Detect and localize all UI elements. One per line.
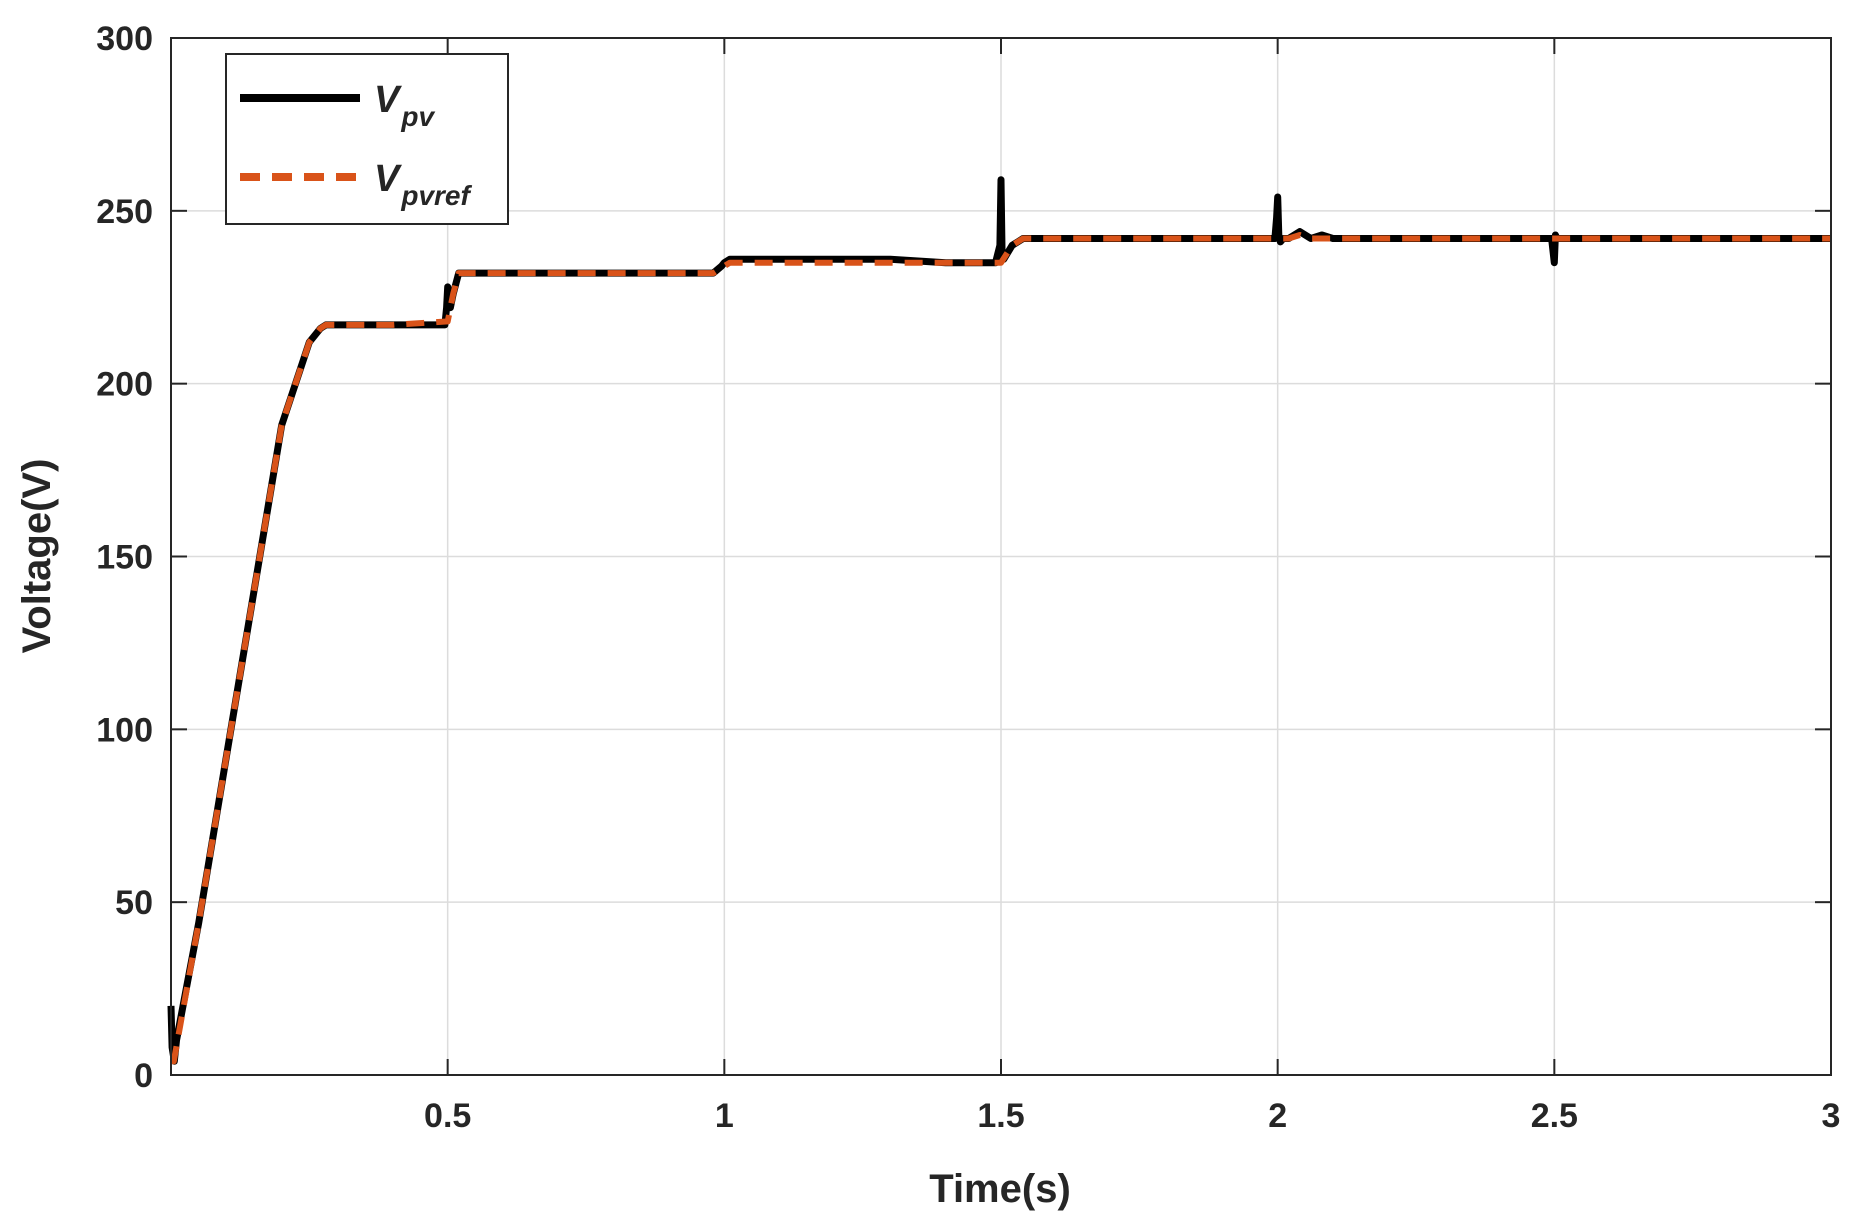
legend-label-vpvref-main: V: [374, 158, 402, 200]
legend: Vpv Vpvref: [225, 53, 509, 225]
y-tick-label: 150: [96, 539, 153, 577]
legend-label-vpv-sub: pv: [400, 101, 435, 132]
legend-label-vpv-main: V: [374, 79, 402, 121]
x-tick-label: 2.5: [1531, 1097, 1578, 1135]
legend-label-vpvref-sub: pvref: [400, 180, 472, 211]
y-tick-label: 100: [96, 711, 153, 749]
series-line-pvref: [170, 232, 1831, 1065]
series-layer: [167, 176, 1831, 1065]
y-tick-label: 50: [115, 884, 153, 922]
y-axis-label: Voltage(V): [15, 459, 59, 654]
y-tick-label: 200: [96, 366, 153, 404]
x-tick-label: 3: [1822, 1097, 1841, 1135]
legend-label-vpv: Vpv: [374, 79, 435, 132]
x-tick-label: 2: [1268, 1097, 1287, 1135]
legend-box: [225, 53, 509, 225]
y-tick-label: 300: [96, 20, 153, 58]
y-tick-label: 250: [96, 193, 153, 231]
x-tick-label: 1.5: [977, 1097, 1024, 1135]
x-tick-label: 0.5: [424, 1097, 471, 1135]
x-tick-label: 1: [715, 1097, 734, 1135]
tick-labels: 0.5 1 1.5 2 2.5 3 0 50 100 150 200 250 300: [96, 20, 1840, 1135]
y-tick-label: 0: [134, 1057, 153, 1095]
ticks: [171, 37, 1832, 1076]
legend-label-vpvref: Vpvref: [374, 158, 473, 211]
x-axis-label: Time(s): [929, 1167, 1071, 1211]
